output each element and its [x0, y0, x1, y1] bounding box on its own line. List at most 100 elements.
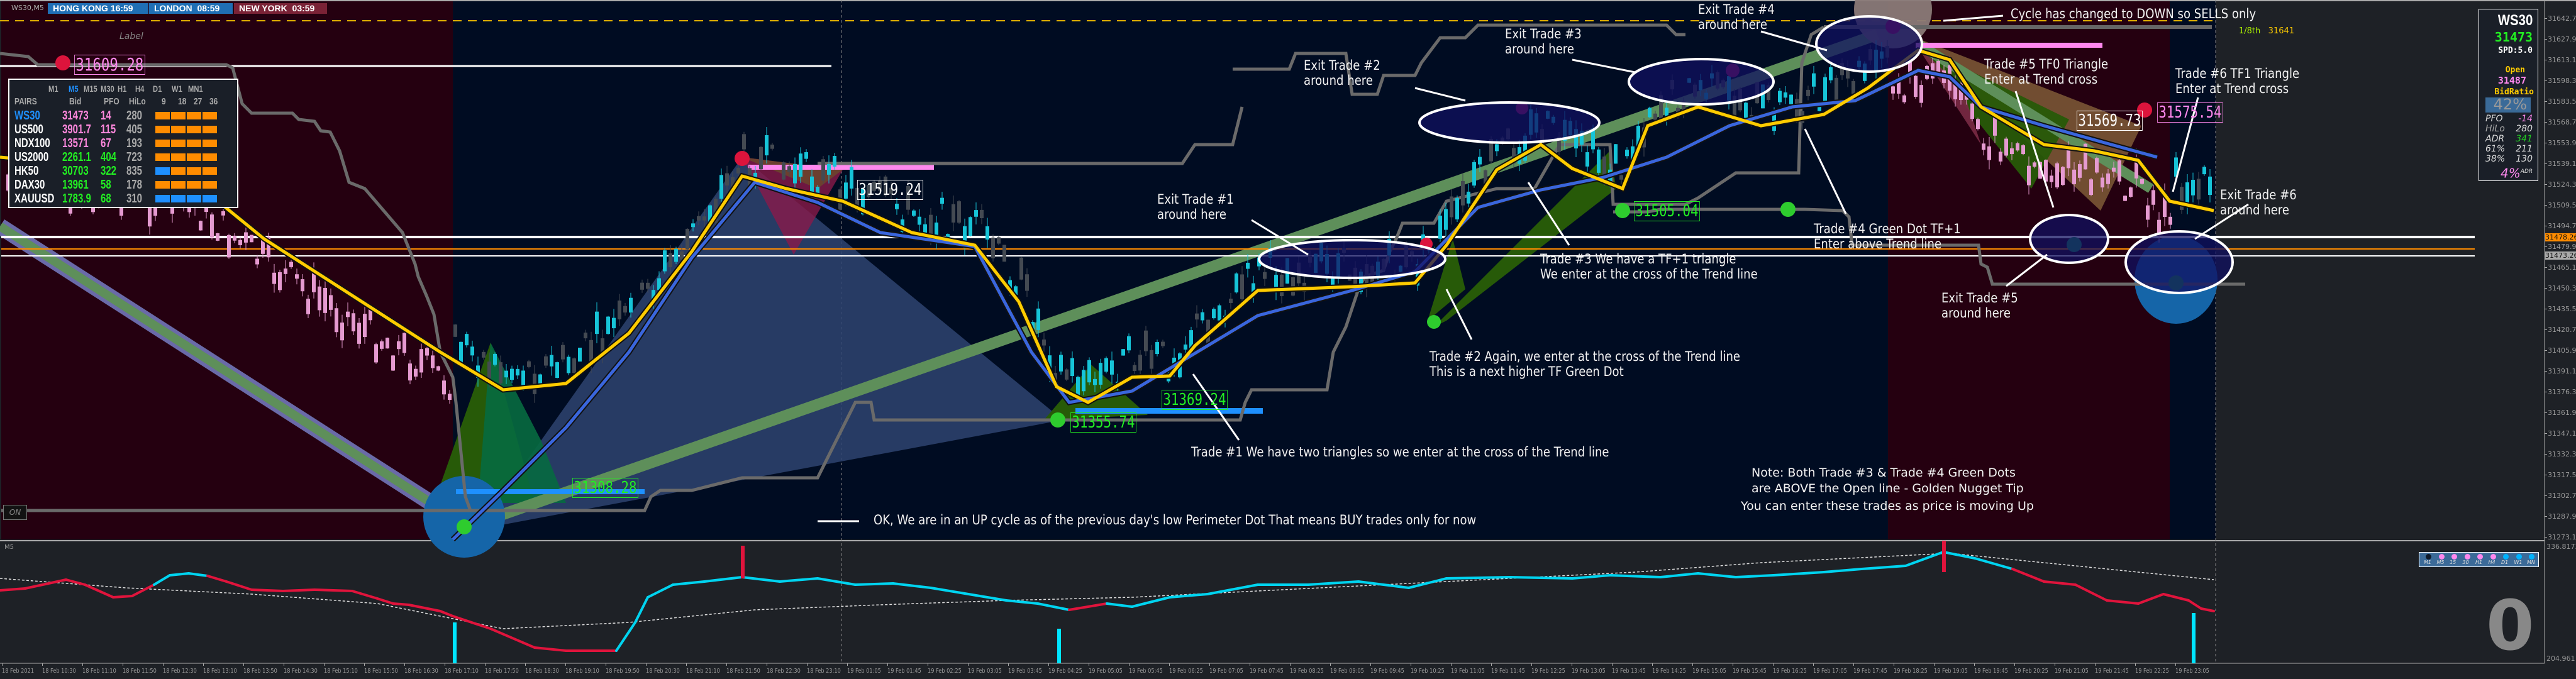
axis-tick	[2545, 18, 2547, 19]
session-london: LONDON 08:59	[149, 3, 233, 14]
candle-body	[1744, 102, 1748, 121]
candle-body	[867, 185, 870, 197]
timeframe-d1[interactable]: D1	[153, 84, 162, 94]
candle-body	[850, 167, 853, 189]
session-city: HONG KONG	[53, 3, 108, 13]
oscillator-segment	[1036, 602, 1070, 611]
info-open-label: Open	[2505, 65, 2525, 75]
timeframe-h4[interactable]: H4	[135, 84, 145, 94]
oscillator-segment	[2011, 568, 2045, 583]
buy-dot	[1615, 203, 1630, 218]
candle-body	[1648, 108, 1652, 118]
candle-body	[442, 380, 446, 395]
axis-tick	[203, 663, 204, 666]
timeframe-m15[interactable]: M15	[84, 84, 97, 94]
axis-tick	[42, 663, 43, 666]
trend-bar-orange	[203, 181, 217, 189]
candle-body	[601, 338, 604, 355]
timeframe-m30[interactable]: M30	[101, 84, 114, 94]
candle-body	[1999, 152, 2002, 162]
indicator-timeframe-label: M5	[4, 544, 14, 551]
axis-tick	[2135, 663, 2136, 666]
price-tick-label: 31302.70	[2548, 492, 2576, 500]
candle-body	[1036, 308, 1040, 330]
price-tick-label: 31287.90	[2548, 512, 2576, 521]
candle-body	[1438, 215, 1442, 239]
time-tick-label: 19 Feb 23:05	[2175, 668, 2209, 675]
price-tick-label: 31479.90	[2548, 243, 2576, 251]
time-tick-label: 19 Feb 16:25	[1773, 668, 1807, 675]
candle-body	[1902, 95, 1906, 102]
pair-bid: 1783.9	[62, 192, 91, 206]
time-tick-label: 19 Feb 07:45	[1250, 668, 1284, 675]
candle-body	[1444, 209, 1448, 230]
pair-hilo: 310	[126, 192, 143, 206]
axis-tick	[1169, 663, 1170, 666]
session-city: NEW YORK	[239, 3, 287, 13]
triangle-tf1	[478, 157, 1063, 529]
perimeter-dot	[423, 476, 505, 558]
price-tick-label: 31317.50	[2548, 471, 2576, 479]
pair-row[interactable]: HK50 30703 322 835	[9, 164, 237, 178]
oscillator-segment	[2137, 593, 2165, 605]
candle-body	[804, 152, 808, 159]
trend-bar-orange	[187, 112, 201, 119]
candle-body	[1784, 92, 1787, 98]
eighth-level-label: 1/8th 31641	[2239, 26, 2294, 36]
oscillator-segment	[2187, 599, 2202, 610]
candle-body	[2174, 157, 2178, 177]
pair-row[interactable]: US2000 2261.1 404 723	[9, 150, 237, 164]
timeframe-mn1[interactable]: MN1	[188, 84, 203, 94]
pair-hilo: 280	[126, 109, 143, 123]
candle-body	[1733, 96, 1736, 120]
price-tick-label: 31583.50	[2548, 97, 2576, 106]
candle-body	[216, 233, 219, 241]
trend-bar-orange	[155, 181, 170, 189]
candle-body	[2106, 173, 2110, 184]
time-tick-label: 18 Feb 21:10	[686, 668, 720, 675]
candle-body	[1495, 144, 1499, 152]
timeframe-m5[interactable]: M5	[69, 84, 79, 94]
candle-body	[335, 308, 338, 333]
candle-body	[386, 338, 389, 349]
on-toggle-button[interactable]: ON	[3, 505, 27, 520]
candle-body	[1246, 262, 1250, 269]
candle-body	[261, 240, 265, 254]
pair-row[interactable]: US500 3901.7 115 405	[9, 123, 237, 136]
candle-body	[2157, 219, 2161, 235]
pair-row[interactable]: NDX100 13571 67 193	[9, 136, 237, 150]
timeframe-w1[interactable]: W1	[172, 84, 182, 94]
candle-body	[233, 235, 236, 241]
pair-row[interactable]: XAUUSD 1783.9 68 310	[9, 192, 237, 206]
candle-body	[238, 240, 242, 245]
trend-bar-orange	[203, 112, 217, 119]
time-tick-label: 18 Feb 19:50	[606, 668, 640, 675]
trend-bar-orange	[171, 167, 186, 175]
candle-body	[516, 368, 519, 376]
candle-body	[1235, 273, 1238, 293]
candle-body	[742, 134, 746, 150]
time-tick-label: 19 Feb 11:45	[1491, 668, 1525, 675]
axis-tick	[1652, 663, 1653, 666]
timeframe-dot-label: 15	[2450, 560, 2457, 565]
pair-row[interactable]: WS30 31473 14 280	[9, 109, 237, 123]
candle-body	[1665, 108, 1668, 119]
session-time: 16:59	[110, 3, 133, 13]
candle-body	[255, 258, 259, 265]
candle-body	[1891, 86, 1895, 94]
candle-body	[1127, 336, 1131, 351]
candle-body	[691, 223, 695, 228]
trend-bar-blue	[155, 195, 170, 202]
annotation-note: Note: Both Trade #3 & Trade #4 Green Dot…	[1741, 466, 2034, 513]
candle-body	[1025, 274, 1029, 291]
oscillator-segment	[282, 588, 316, 592]
timeframe-m1[interactable]: M1	[48, 84, 58, 94]
chart-label-object[interactable]: Label	[119, 31, 143, 41]
timeframe-h1[interactable]: H1	[118, 84, 127, 94]
time-tick-label: 18 Feb 15:50	[364, 668, 398, 675]
annotation-trade-6: Trade #6 TF1 Triangle Enter at Trend cros…	[2175, 66, 2300, 96]
pair-row[interactable]: DAX30 13961 58 178	[9, 178, 237, 192]
osc-axis-max: 336.8173	[2546, 543, 2576, 551]
pair-hilo: 193	[126, 136, 143, 150]
